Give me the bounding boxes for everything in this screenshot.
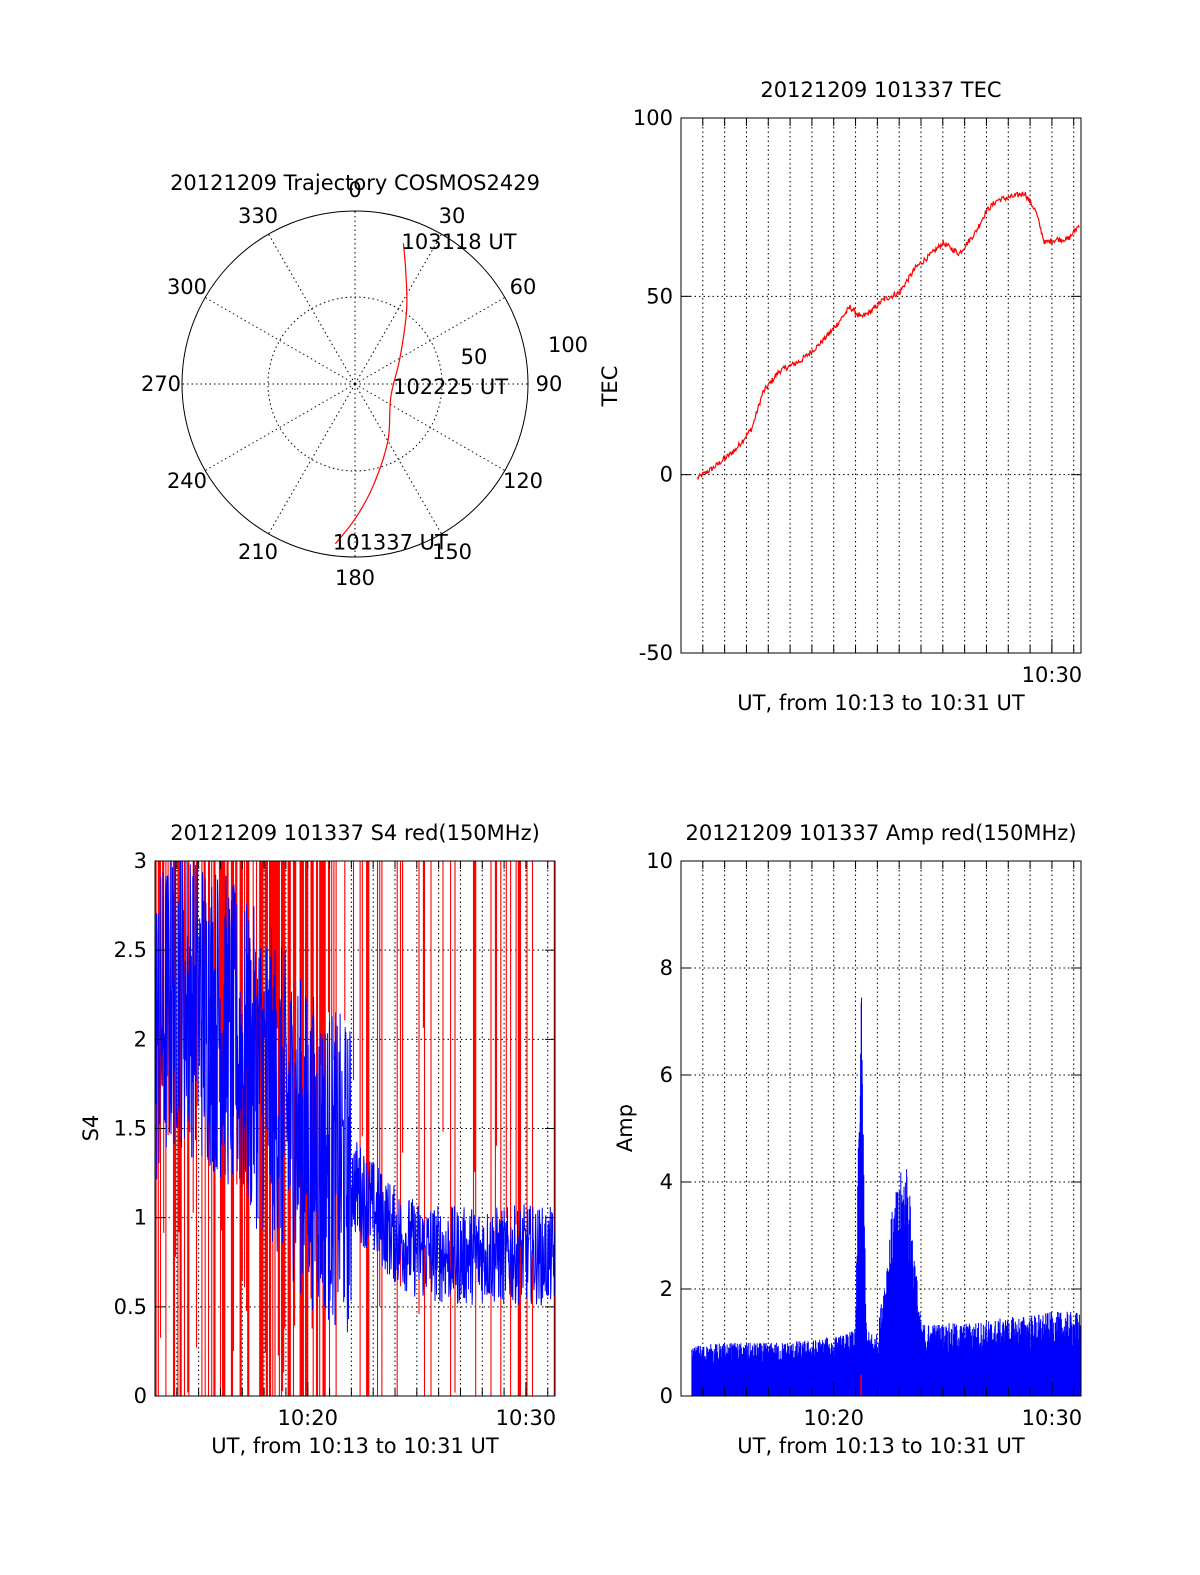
tec-xlabel: UT, from 10:13 to 10:31 UT — [737, 691, 1025, 715]
polar-angle-label: 60 — [510, 275, 537, 299]
s4-xlabel: UT, from 10:13 to 10:31 UT — [211, 1434, 499, 1458]
x-tick-label: 10:20 — [277, 1406, 338, 1430]
y-tick-label: 1 — [134, 1206, 147, 1230]
polar-angle-label: 330 — [238, 204, 278, 228]
y-tick-label: 6 — [660, 1063, 673, 1087]
amp-axes-frame — [680, 860, 1082, 1397]
tec-axes-frame — [680, 117, 1082, 654]
amp-plot: 20121209 101337 Amp red(150MHz) 0 2 4 6 8 10 1… — [613, 821, 1082, 1458]
s4-ylabel: S4 — [79, 1115, 103, 1142]
tec-title: 20121209 101337 TEC — [760, 78, 1001, 102]
polar-spoke — [354, 383, 506, 471]
polar-spoke — [268, 233, 356, 385]
y-tick-label: 2 — [660, 1277, 673, 1301]
tec-series-line — [696, 191, 1080, 481]
y-tick-label: 3 — [134, 849, 147, 873]
tec-ticks: -50 0 50 100 10:30 — [633, 106, 1082, 687]
polar-angle-labels: 0 30 60 90 120 150 180 210 240 270 300 330 — [141, 178, 562, 590]
y-tick-label: 0 — [660, 1384, 673, 1408]
amp-blue-series — [691, 997, 1082, 1396]
x-tick-label: 10:30 — [1022, 1406, 1083, 1430]
polar-angle-label: 120 — [503, 469, 543, 493]
y-tick-label: 100 — [633, 106, 673, 130]
y-tick-label: 8 — [660, 956, 673, 980]
tec-grid — [681, 118, 1081, 653]
polar-angle-label: 90 — [536, 372, 563, 396]
amp-grid — [681, 861, 1081, 1396]
polar-spoke — [354, 297, 506, 385]
polar-outer-ring — [181, 210, 529, 558]
y-tick-label: 1.5 — [114, 1117, 147, 1141]
polar-angle-label: 0 — [348, 178, 361, 202]
polar-angle-label: 240 — [167, 469, 207, 493]
s4-title: 20121209 101337 S4 red(150MHz) — [170, 821, 540, 845]
polar-spoke — [204, 297, 356, 385]
trajectory-time-label: 101337 UT — [333, 531, 448, 555]
amp-xlabel: UT, from 10:13 to 10:31 UT — [737, 1434, 1025, 1458]
polar-angle-label: 150 — [432, 540, 472, 564]
amp-ticks: 0 2 4 6 8 10 10:20 10:30 — [646, 849, 1082, 1430]
y-tick-label: 2.5 — [114, 938, 147, 962]
amp-ylabel: Amp — [613, 1104, 637, 1152]
trajectory-time-label: 102225 UT — [393, 375, 508, 399]
x-tick-label: 10:20 — [803, 1406, 864, 1430]
trajectory-track — [334, 243, 408, 545]
polar-spoke — [268, 383, 356, 535]
y-tick-label: 0.5 — [114, 1295, 147, 1319]
y-tick-label: 2 — [134, 1027, 147, 1051]
polar-angle-label: 180 — [335, 566, 375, 590]
polar-angle-label: 210 — [238, 540, 278, 564]
polar-angle-label: 300 — [167, 275, 207, 299]
radius-label-50: 50 — [461, 345, 488, 369]
y-tick-label: 0 — [134, 1384, 147, 1408]
s4-blue-series — [154, 860, 556, 1333]
trajectory-annotations: 103118 UT 102225 UT 101337 UT — [333, 230, 517, 555]
s4-plot: 20121209 101337 S4 red(150MHz) 0 0.5 1 1.5 2… — [79, 821, 556, 1458]
tec-plot: 20121209 101337 TEC -50 0 50 100 10:30 UT, f… — [598, 78, 1082, 715]
y-tick-label: 50 — [646, 284, 673, 308]
trajectory-time-label: 103118 UT — [402, 230, 517, 254]
radius-label-100: 100 — [548, 333, 588, 357]
polar-spoke — [204, 383, 356, 471]
y-tick-label: 4 — [660, 1170, 673, 1194]
polar-spoke — [354, 383, 442, 535]
polar-angle-label: 30 — [439, 204, 466, 228]
x-tick-label: 10:30 — [496, 1406, 557, 1430]
x-tick-label: 10:30 — [1022, 663, 1083, 687]
s4-ticks: 0 0.5 1 1.5 2 2.5 3 10:20 10:30 — [114, 849, 557, 1430]
amp-title: 20121209 101337 Amp red(150MHz) — [685, 821, 1076, 845]
trajectory-polar-plot: 20121209 Trajectory COSMOS2429 0 30 60 90 12… — [141, 171, 588, 590]
tec-ylabel: TEC — [598, 366, 622, 408]
polar-angle-label: 270 — [141, 372, 181, 396]
y-tick-label: 10 — [646, 849, 673, 873]
polar-spokes — [182, 211, 528, 557]
trajectory-title: 20121209 Trajectory COSMOS2429 — [170, 171, 540, 195]
y-tick-label: -50 — [639, 641, 673, 665]
polar-spoke — [354, 233, 442, 385]
y-tick-label: 0 — [660, 463, 673, 487]
